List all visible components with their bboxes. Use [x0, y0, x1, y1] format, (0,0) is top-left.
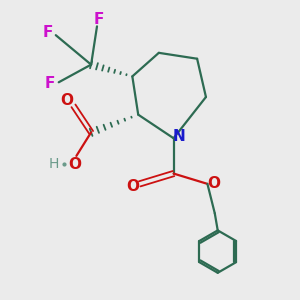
- Text: O: O: [61, 93, 74, 108]
- Text: F: F: [93, 12, 104, 27]
- Text: O: O: [127, 179, 140, 194]
- Text: O: O: [207, 176, 220, 191]
- Text: F: F: [42, 25, 53, 40]
- Text: O: O: [68, 157, 81, 172]
- Text: N: N: [172, 129, 185, 144]
- Text: F: F: [45, 76, 55, 91]
- Text: H: H: [49, 157, 59, 171]
